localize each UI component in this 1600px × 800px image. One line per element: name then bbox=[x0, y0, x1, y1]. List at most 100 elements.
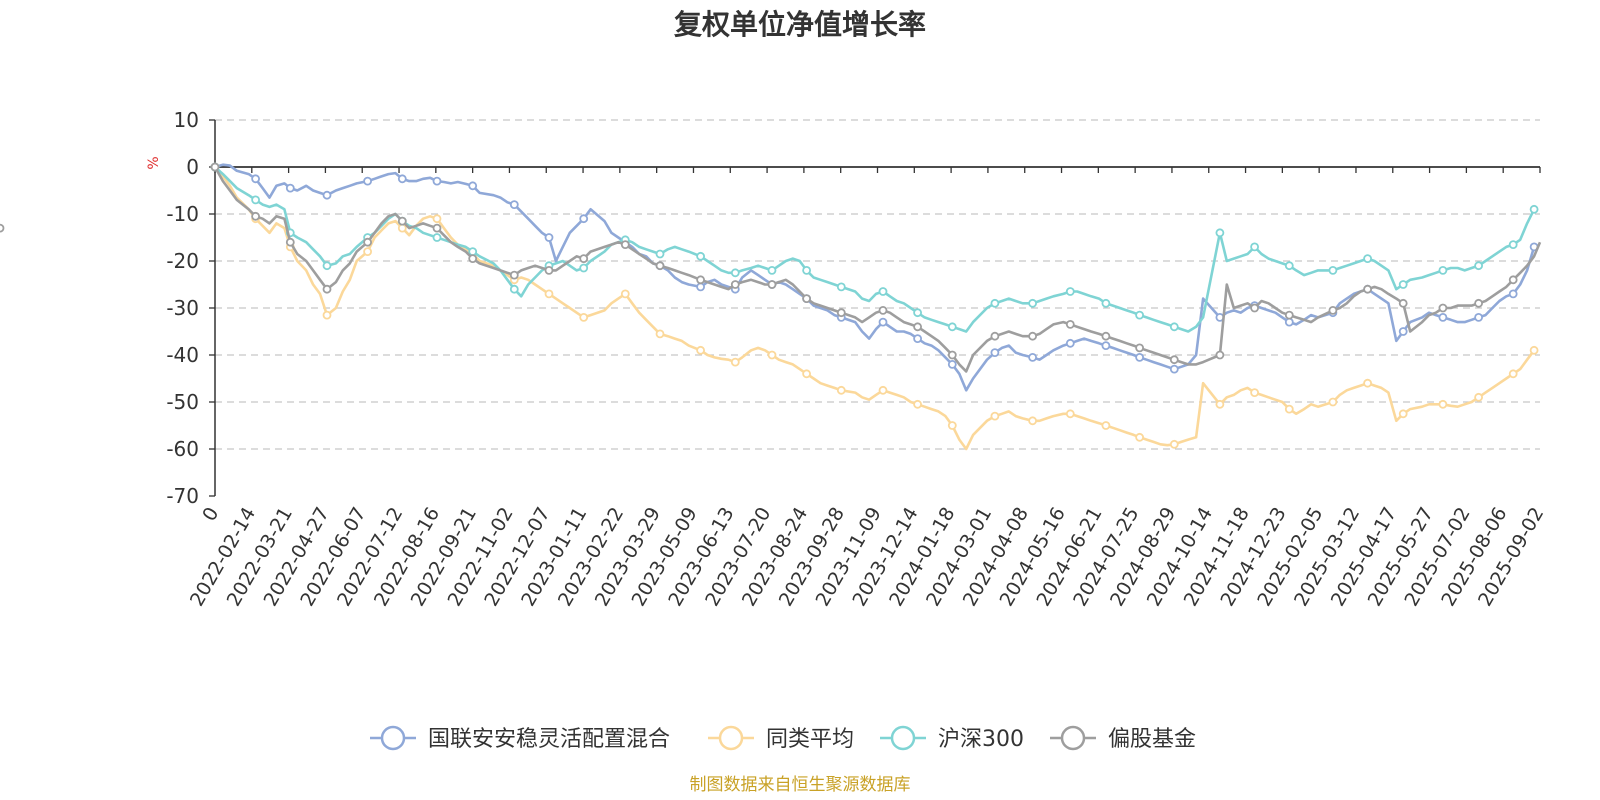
data-point bbox=[468, 181, 478, 191]
data-point bbox=[1508, 275, 1518, 285]
data-point bbox=[990, 348, 1000, 358]
data-point bbox=[322, 261, 332, 271]
series-3 bbox=[0, 162, 1542, 373]
data-point bbox=[432, 214, 442, 224]
y-tick-label: -60 bbox=[166, 437, 199, 461]
y-axis-ticks: 10 0 -10 -20 -30 -40 -50 -60 -70 bbox=[166, 108, 215, 508]
y-tick-label: -40 bbox=[166, 343, 199, 367]
legend-marker bbox=[380, 725, 406, 751]
data-point bbox=[1250, 388, 1259, 398]
legend-label: 同类平均 bbox=[766, 727, 854, 752]
data-point bbox=[544, 233, 554, 242]
legend: 国联安安稳灵活配置混合 同类平均 沪深300 偏股基金 bbox=[370, 725, 1196, 752]
series-lines bbox=[0, 162, 1542, 451]
data-point bbox=[1135, 310, 1144, 320]
data-point bbox=[397, 174, 407, 184]
data-point bbox=[1529, 204, 1539, 214]
y-tick-label: 0 bbox=[186, 155, 199, 179]
data-point bbox=[1169, 355, 1179, 365]
data-point bbox=[579, 312, 589, 322]
data-point bbox=[947, 350, 957, 360]
data-point bbox=[1169, 439, 1179, 449]
data-point bbox=[696, 345, 705, 355]
data-point bbox=[655, 329, 665, 339]
data-point bbox=[913, 334, 922, 344]
data-point bbox=[990, 411, 1000, 421]
data-point bbox=[1398, 409, 1408, 419]
data-point bbox=[468, 254, 478, 264]
grid-lines bbox=[215, 119, 1540, 450]
legend-label: 偏股基金 bbox=[1108, 727, 1196, 752]
data-point bbox=[913, 322, 922, 332]
data-point bbox=[878, 305, 888, 315]
legend-item[interactable]: 同类平均 bbox=[708, 725, 854, 752]
legend-item[interactable]: 国联安安稳灵活配置混合 bbox=[370, 725, 670, 752]
data-point bbox=[210, 162, 220, 172]
data-point bbox=[1065, 287, 1075, 296]
series-0 bbox=[210, 162, 1539, 392]
data-point bbox=[1135, 343, 1144, 353]
data-point bbox=[1398, 327, 1408, 336]
data-point bbox=[947, 421, 957, 430]
data-point bbox=[1101, 331, 1111, 341]
y-tick-label: -10 bbox=[166, 202, 199, 226]
data-point bbox=[1438, 265, 1448, 275]
data-point bbox=[836, 385, 846, 395]
data-point bbox=[1284, 404, 1294, 414]
data-point bbox=[1474, 312, 1483, 322]
legend-marker bbox=[718, 725, 744, 751]
data-point bbox=[620, 289, 630, 299]
data-point bbox=[544, 265, 554, 275]
data-point bbox=[432, 176, 442, 186]
data-point bbox=[1328, 397, 1338, 407]
data-point bbox=[1508, 369, 1518, 379]
legend-item[interactable]: 偏股基金 bbox=[1050, 725, 1196, 752]
series-2 bbox=[210, 162, 1539, 333]
data-point bbox=[1474, 261, 1483, 271]
data-point bbox=[1135, 352, 1144, 362]
chart-title: 复权单位净值增长率 bbox=[674, 8, 926, 41]
data-point bbox=[836, 282, 846, 292]
data-point bbox=[251, 174, 261, 184]
data-point bbox=[767, 265, 777, 275]
data-point bbox=[947, 322, 957, 332]
data-point bbox=[1438, 312, 1448, 322]
data-point bbox=[544, 289, 554, 299]
data-point bbox=[432, 223, 442, 233]
data-point bbox=[363, 176, 373, 186]
data-point bbox=[285, 237, 295, 247]
legend-item[interactable]: 沪深300 bbox=[880, 725, 1024, 752]
y-axis-unit: % bbox=[146, 156, 162, 169]
data-point bbox=[1363, 378, 1372, 388]
data-point bbox=[509, 270, 519, 280]
data-point bbox=[579, 254, 589, 264]
data-point bbox=[1363, 284, 1372, 294]
data-point bbox=[1250, 242, 1259, 252]
data-point bbox=[1508, 289, 1518, 299]
data-point bbox=[397, 223, 407, 233]
data-point bbox=[1169, 322, 1179, 332]
data-point bbox=[696, 282, 705, 292]
data-point bbox=[1284, 261, 1294, 271]
data-point bbox=[322, 310, 332, 320]
data-point bbox=[1065, 338, 1075, 348]
data-point bbox=[322, 190, 332, 200]
data-point bbox=[696, 251, 705, 261]
data-point bbox=[1028, 352, 1037, 362]
data-point bbox=[1474, 298, 1483, 308]
data-point bbox=[1101, 298, 1111, 308]
legend-marker bbox=[1060, 725, 1086, 751]
data-point bbox=[947, 359, 957, 369]
data-point bbox=[468, 247, 478, 257]
x-axis-ticks: 02022-02-142022-03-212022-04-272022-06-0… bbox=[186, 167, 1548, 610]
data-point bbox=[1284, 310, 1294, 320]
y-tick-label: -20 bbox=[166, 249, 199, 273]
data-point bbox=[1101, 421, 1111, 430]
data-point bbox=[432, 233, 442, 242]
data-point bbox=[363, 247, 373, 257]
series-line bbox=[213, 166, 1542, 373]
source-note: 制图数据来自恒生聚源数据库 bbox=[690, 775, 911, 795]
data-point bbox=[509, 284, 519, 294]
data-point bbox=[767, 350, 777, 360]
